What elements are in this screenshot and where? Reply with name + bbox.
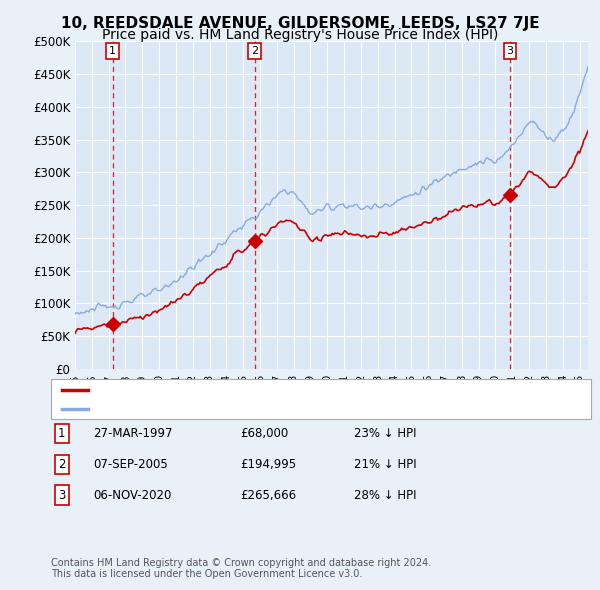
Text: 1: 1 <box>109 46 116 56</box>
Text: This data is licensed under the Open Government Licence v3.0.: This data is licensed under the Open Gov… <box>51 569 362 579</box>
Text: 3: 3 <box>58 489 65 502</box>
Text: 27-MAR-1997: 27-MAR-1997 <box>93 427 173 440</box>
Text: 1: 1 <box>58 427 65 440</box>
Text: 10, REEDSDALE AVENUE, GILDERSOME, LEEDS, LS27 7JE (detached house): 10, REEDSDALE AVENUE, GILDERSOME, LEEDS,… <box>95 385 484 395</box>
Text: £68,000: £68,000 <box>240 427 288 440</box>
Text: 23% ↓ HPI: 23% ↓ HPI <box>354 427 416 440</box>
Text: 10, REEDSDALE AVENUE, GILDERSOME, LEEDS, LS27 7JE: 10, REEDSDALE AVENUE, GILDERSOME, LEEDS,… <box>61 16 539 31</box>
Text: £194,995: £194,995 <box>240 458 296 471</box>
Text: Contains HM Land Registry data © Crown copyright and database right 2024.: Contains HM Land Registry data © Crown c… <box>51 558 431 568</box>
Text: 2: 2 <box>251 46 258 56</box>
Text: 28% ↓ HPI: 28% ↓ HPI <box>354 489 416 502</box>
Text: HPI: Average price, detached house, Leeds: HPI: Average price, detached house, Leed… <box>95 404 319 414</box>
Text: 3: 3 <box>506 46 513 56</box>
Text: £265,666: £265,666 <box>240 489 296 502</box>
Text: Price paid vs. HM Land Registry's House Price Index (HPI): Price paid vs. HM Land Registry's House … <box>102 28 498 42</box>
Text: 06-NOV-2020: 06-NOV-2020 <box>93 489 172 502</box>
Text: 07-SEP-2005: 07-SEP-2005 <box>93 458 168 471</box>
Text: 2: 2 <box>58 458 65 471</box>
Text: 21% ↓ HPI: 21% ↓ HPI <box>354 458 416 471</box>
